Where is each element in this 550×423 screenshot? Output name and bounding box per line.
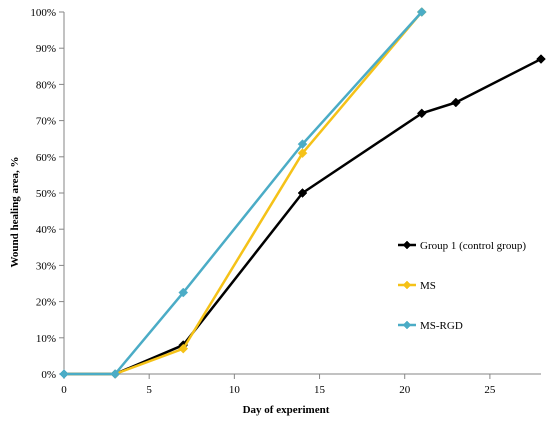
series-group-1-control-group: [59, 54, 546, 379]
legend-marker: [402, 320, 412, 330]
series-line: [64, 57, 542, 376]
y-tick-label: 0%: [41, 369, 56, 381]
data-point: [59, 369, 69, 379]
y-tick-label: 80%: [36, 79, 56, 91]
legend-label: Group 1 (control group): [420, 240, 526, 252]
legend-marker: [402, 280, 412, 290]
legend-item-ms-rgd: MS-RGD: [398, 320, 463, 332]
data-point: [110, 369, 120, 379]
y-tick-label: 20%: [36, 297, 56, 309]
series-ms: [59, 7, 427, 379]
data-point: [297, 188, 308, 198]
y-tick-label: 90%: [36, 43, 56, 55]
y-axis-title: Wound healing area, %: [9, 156, 21, 267]
y-tick-label: 50%: [36, 188, 56, 200]
data-point: [178, 343, 189, 354]
x-tick-label: 20: [399, 384, 411, 396]
data-point: [297, 139, 308, 149]
series-ms-rgd: [59, 7, 427, 379]
x-axis-ticks: 0 5 10 15 20 25: [61, 374, 496, 396]
series-line: [64, 11, 423, 376]
legend: Group 1 (control group) MS MS-RGD: [398, 240, 526, 332]
x-tick-label: 5: [146, 384, 152, 396]
y-axis-ticks: 0% 10% 20% 30% 40% 50% 60% 70% 80% 90% 100%: [30, 7, 64, 381]
x-tick-label: 15: [314, 384, 326, 396]
y-tick-label: 10%: [36, 333, 56, 345]
y-tick-label: 60%: [36, 152, 56, 164]
x-tick-label: 0: [61, 384, 67, 396]
data-point: [536, 54, 546, 64]
legend-marker: [402, 240, 412, 250]
series-line: [64, 11, 423, 376]
x-axis-title: Day of experiment: [243, 404, 330, 416]
y-tick-label: 70%: [36, 116, 56, 128]
legend-item-ms: MS: [398, 280, 436, 292]
data-point: [297, 148, 308, 159]
series-layer: [59, 7, 546, 379]
legend-label: MS-RGD: [420, 320, 463, 332]
data-point: [416, 7, 427, 17]
y-tick-label: 30%: [36, 260, 56, 272]
x-tick-label: 25: [484, 384, 496, 396]
data-point: [178, 287, 189, 298]
y-tick-label: 100%: [30, 7, 56, 19]
data-point: [450, 97, 461, 108]
y-tick-label: 40%: [36, 224, 56, 236]
x-tick-label: 10: [229, 384, 241, 396]
legend-label: MS: [420, 280, 436, 292]
data-point: [416, 108, 427, 119]
legend-item-group-1-control-group: Group 1 (control group): [398, 240, 526, 252]
